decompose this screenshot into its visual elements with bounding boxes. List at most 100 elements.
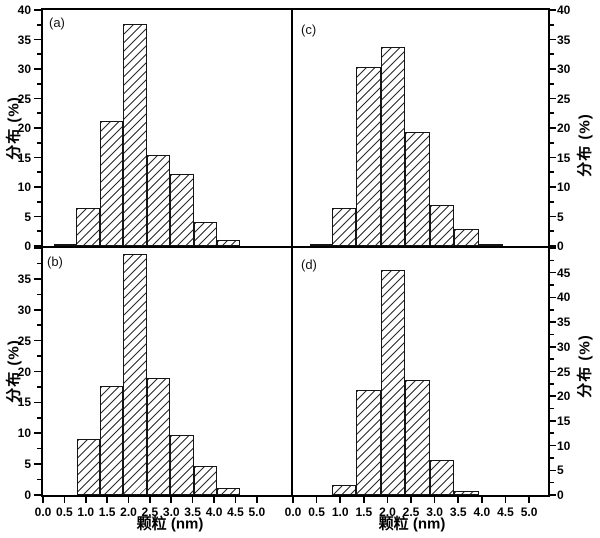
- x-tick-label: 1.0: [77, 505, 95, 519]
- y-tick-mark: [549, 444, 556, 447]
- y-tick-mark: [549, 112, 554, 115]
- y-tick-mark: [549, 53, 554, 56]
- histogram-bar: [356, 67, 381, 246]
- y-tick-label: 0: [24, 488, 31, 502]
- y-tick-mark: [36, 141, 41, 144]
- y-tick-label: 35: [17, 32, 31, 47]
- panel-label-a: (a): [49, 15, 65, 30]
- x-tick-label: 3.5: [184, 505, 201, 519]
- y-tick-mark: [549, 420, 556, 422]
- y-tick-mark: [34, 494, 41, 496]
- histogram-bar: [99, 386, 124, 495]
- histogram-bar: [429, 460, 455, 495]
- histogram-bar: [123, 254, 147, 495]
- y-tick-mark: [36, 200, 41, 203]
- y-axis-title-d: 分布 (%): [576, 334, 594, 398]
- axis-line-middle: [41, 246, 550, 248]
- x-tick-label: 3.5: [449, 505, 467, 519]
- x-axis-title-left: 颗粒 (nm): [136, 515, 204, 533]
- panel-label-c: (c): [301, 22, 317, 37]
- y-tick-label: 45: [557, 265, 571, 280]
- y-tick-mark: [34, 278, 41, 280]
- y-tick-mark: [549, 171, 554, 174]
- y-tick-label: 5: [24, 209, 31, 224]
- y-tick-mark: [34, 308, 41, 311]
- histogram-bar: [217, 240, 240, 246]
- y-tick-mark: [549, 186, 556, 188]
- y-tick-label: 15: [17, 150, 31, 165]
- y-tick-mark: [549, 97, 556, 100]
- x-tick-label: 1.5: [355, 505, 373, 519]
- y-tick-label: 25: [17, 91, 31, 106]
- y-axis-title-c: 分布 (%): [576, 113, 594, 177]
- x-tick-label: 1.5: [98, 505, 116, 519]
- y-tick-label: 0: [24, 239, 31, 253]
- x-tick-mark: [63, 496, 66, 503]
- y-tick-mark: [549, 383, 554, 385]
- y-tick-mark: [549, 296, 556, 299]
- x-tick-label: 0.5: [308, 505, 325, 519]
- x-tick-mark: [363, 496, 365, 503]
- x-tick-mark: [339, 496, 341, 503]
- y-tick-mark: [36, 53, 41, 56]
- y-tick-mark: [549, 308, 554, 311]
- y-tick-mark: [36, 447, 41, 450]
- y-tick-mark: [549, 494, 556, 496]
- x-tick-label: 3.0: [426, 505, 443, 519]
- y-tick-label: 40: [557, 3, 571, 17]
- histogram-bar: [123, 23, 147, 246]
- y-tick-mark: [34, 245, 41, 247]
- histogram-bar: [454, 228, 479, 246]
- y-tick-mark: [549, 245, 556, 247]
- y-tick-mark: [36, 112, 41, 115]
- x-tick-mark: [481, 496, 483, 503]
- histogram-bar: [170, 174, 194, 246]
- y-tick-label: 0: [557, 488, 564, 502]
- y-tick-mark: [34, 432, 41, 435]
- x-tick-mark: [234, 496, 237, 503]
- y-tick-mark: [549, 284, 554, 286]
- y-tick-mark: [549, 321, 556, 323]
- x-tick-mark: [149, 496, 151, 503]
- histogram-bar: [99, 120, 124, 246]
- x-tick-mark: [504, 496, 507, 503]
- y-tick-label: 5: [557, 209, 564, 224]
- y-tick-label: 30: [557, 339, 571, 354]
- panel-label-d: (d): [301, 257, 317, 272]
- axis-line-top: [41, 8, 550, 10]
- y-tick-label: 10: [17, 426, 31, 441]
- y-tick-label: 20: [17, 121, 31, 135]
- x-tick-label: 5.0: [248, 505, 266, 519]
- histogram-bar: [76, 207, 100, 246]
- y-tick-mark: [36, 355, 41, 357]
- histogram-bar: [193, 222, 218, 246]
- x-tick-mark: [315, 496, 318, 503]
- x-tick-mark: [191, 496, 194, 503]
- y-tick-mark: [549, 38, 556, 41]
- x-axis-title-right: 颗粒 (nm): [378, 515, 446, 533]
- x-tick-mark: [386, 496, 389, 503]
- y-tick-mark: [34, 401, 41, 404]
- x-tick-label: 4.5: [227, 505, 244, 519]
- y-tick-label: 30: [557, 62, 571, 76]
- y-tick-mark: [549, 469, 556, 472]
- y-tick-mark: [549, 200, 554, 203]
- y-tick-mark: [36, 171, 41, 174]
- x-tick-mark: [213, 496, 215, 503]
- y-tick-mark: [549, 370, 556, 373]
- y-tick-mark: [549, 358, 554, 360]
- x-tick-mark: [127, 496, 130, 503]
- y-tick-mark: [34, 38, 41, 41]
- y-tick-mark: [549, 333, 554, 336]
- histogram-bar: [146, 377, 171, 495]
- histogram-bar: [146, 155, 171, 246]
- y-tick-mark: [549, 407, 554, 410]
- y-tick-mark: [34, 97, 41, 100]
- y-tick-mark: [549, 432, 554, 435]
- x-tick-mark: [528, 496, 530, 503]
- y-tick-mark: [549, 68, 556, 70]
- y-tick-mark: [549, 215, 556, 218]
- histogram-panel-c: 0 5 10 15 20 25 30 35 40: [293, 3, 570, 253]
- y-tick-mark: [549, 259, 554, 262]
- x-tick-mark: [292, 496, 294, 503]
